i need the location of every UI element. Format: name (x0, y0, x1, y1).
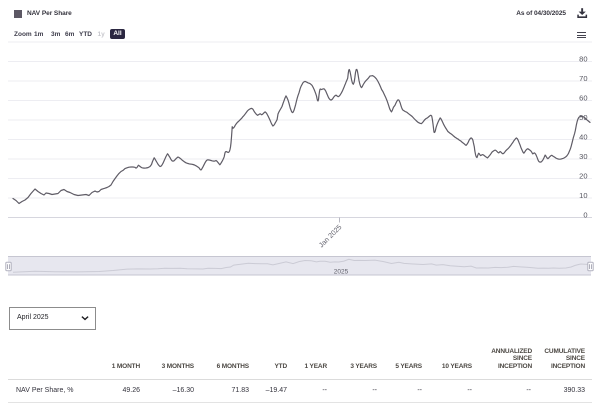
svg-text:40: 40 (579, 132, 587, 141)
svg-text:2025: 2025 (334, 269, 349, 276)
svg-text:0: 0 (583, 210, 587, 219)
svg-text:20: 20 (579, 171, 587, 180)
svg-text:70: 70 (579, 74, 587, 83)
svg-text:80: 80 (579, 54, 587, 63)
svg-text:30: 30 (579, 152, 587, 161)
svg-text:Jan 2025: Jan 2025 (318, 224, 343, 249)
svg-text:10: 10 (579, 191, 587, 200)
svg-text:60: 60 (579, 93, 587, 102)
